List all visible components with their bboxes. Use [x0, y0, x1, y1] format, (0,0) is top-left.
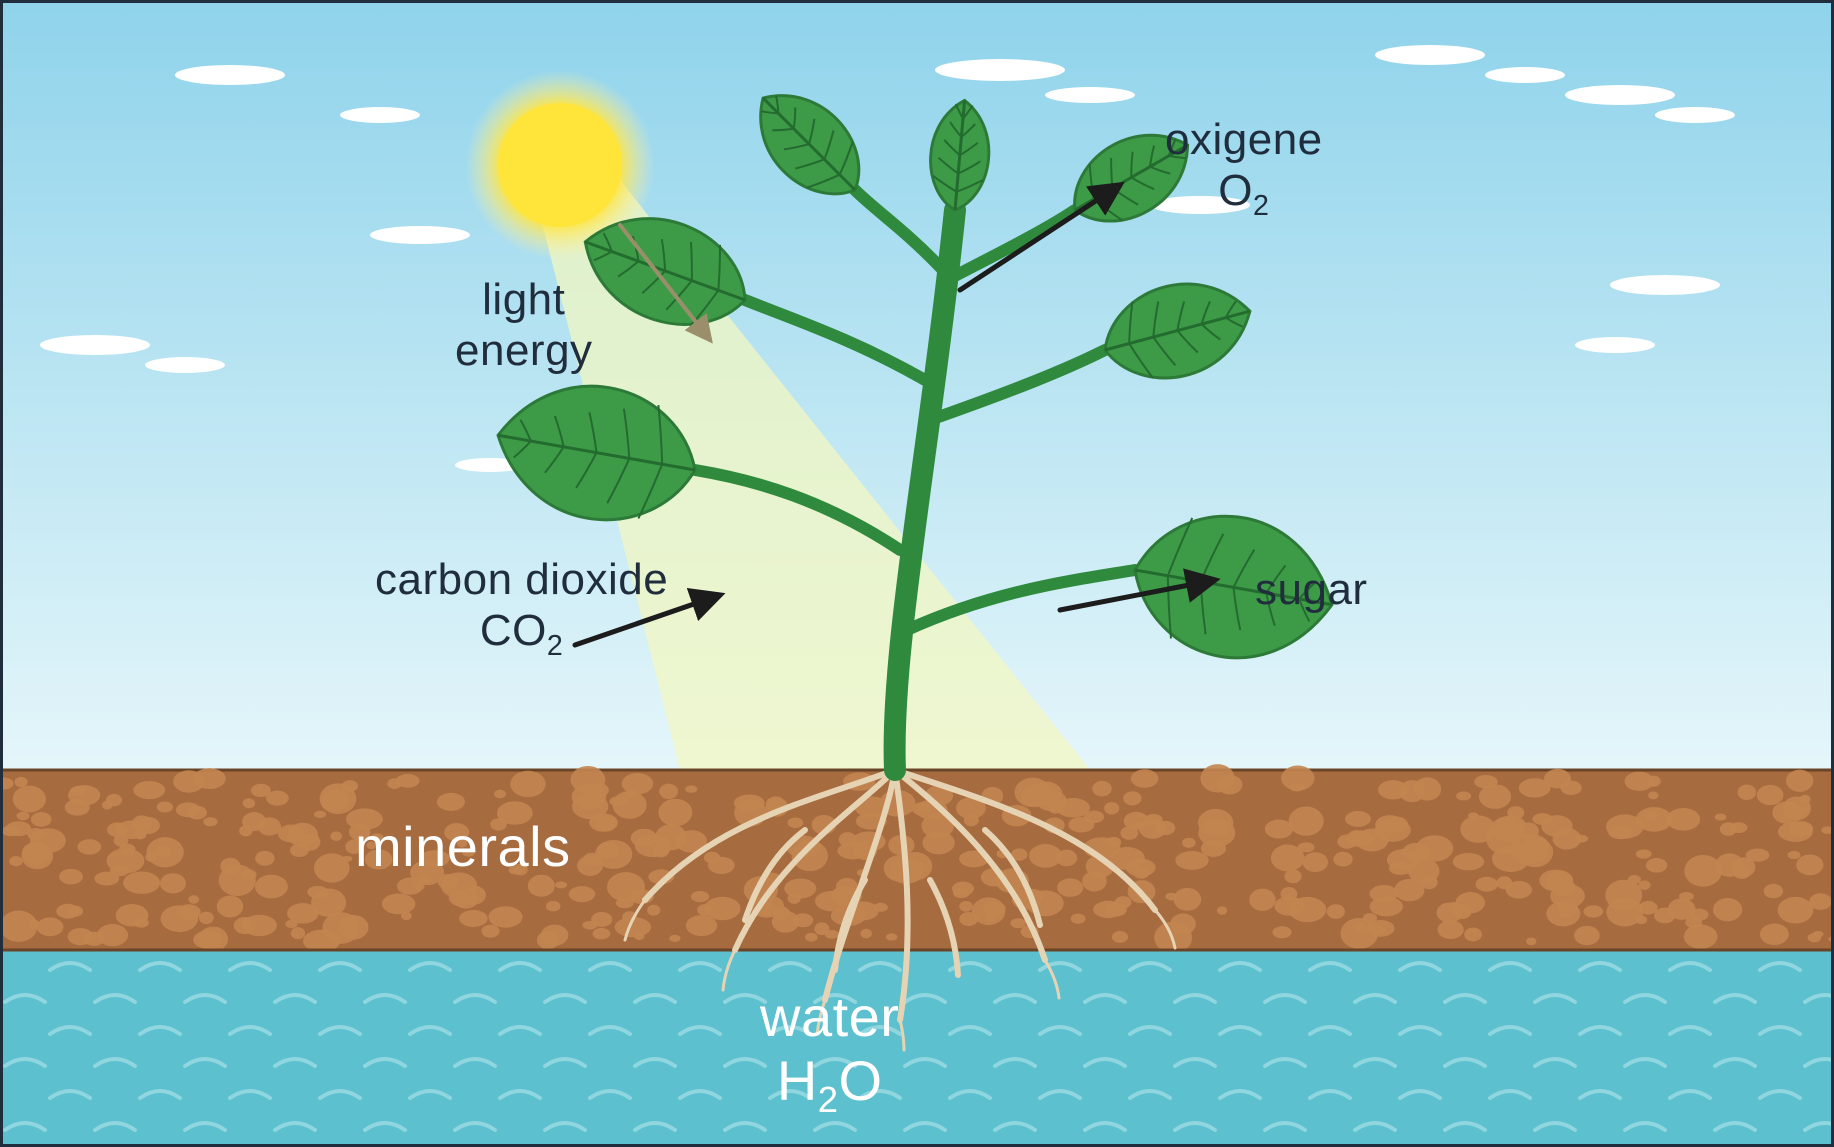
- scene-svg: [0, 0, 1834, 1147]
- co2-line1: carbon dioxide: [375, 555, 668, 606]
- light-energy-label: light energy: [455, 275, 593, 376]
- photosynthesis-diagram: light energy oxigene O2 carbon dioxide C…: [0, 0, 1834, 1147]
- cloud: [175, 65, 285, 85]
- sugar-line1: sugar: [1255, 565, 1368, 616]
- oxygen-line1: oxigene: [1165, 115, 1323, 166]
- minerals-label: minerals: [355, 815, 571, 879]
- cloud: [1610, 275, 1720, 295]
- light-energy-line1: light: [455, 275, 593, 326]
- cloud: [1575, 337, 1655, 353]
- water-line1: water: [760, 985, 899, 1049]
- cloud: [1565, 85, 1675, 105]
- cloud: [1485, 67, 1565, 83]
- cloud: [1045, 87, 1135, 103]
- oxygen-label: oxigene O2: [1165, 115, 1323, 222]
- sun-icon: [498, 103, 622, 227]
- oxygen-formula: O2: [1165, 166, 1323, 223]
- cloud: [40, 335, 150, 355]
- cloud: [370, 226, 470, 244]
- water-label: water H2O: [760, 985, 899, 1121]
- water-formula: H2O: [760, 1049, 899, 1121]
- co2-formula: CO2: [375, 606, 668, 663]
- cloud: [935, 59, 1065, 81]
- sugar-label: sugar: [1255, 565, 1368, 616]
- light-energy-line2: energy: [455, 326, 593, 377]
- cloud: [1655, 107, 1735, 123]
- water-layer: [0, 950, 1834, 1147]
- cloud: [1375, 45, 1485, 65]
- cloud: [340, 107, 420, 123]
- co2-label: carbon dioxide CO2: [375, 555, 668, 662]
- cloud: [145, 357, 225, 373]
